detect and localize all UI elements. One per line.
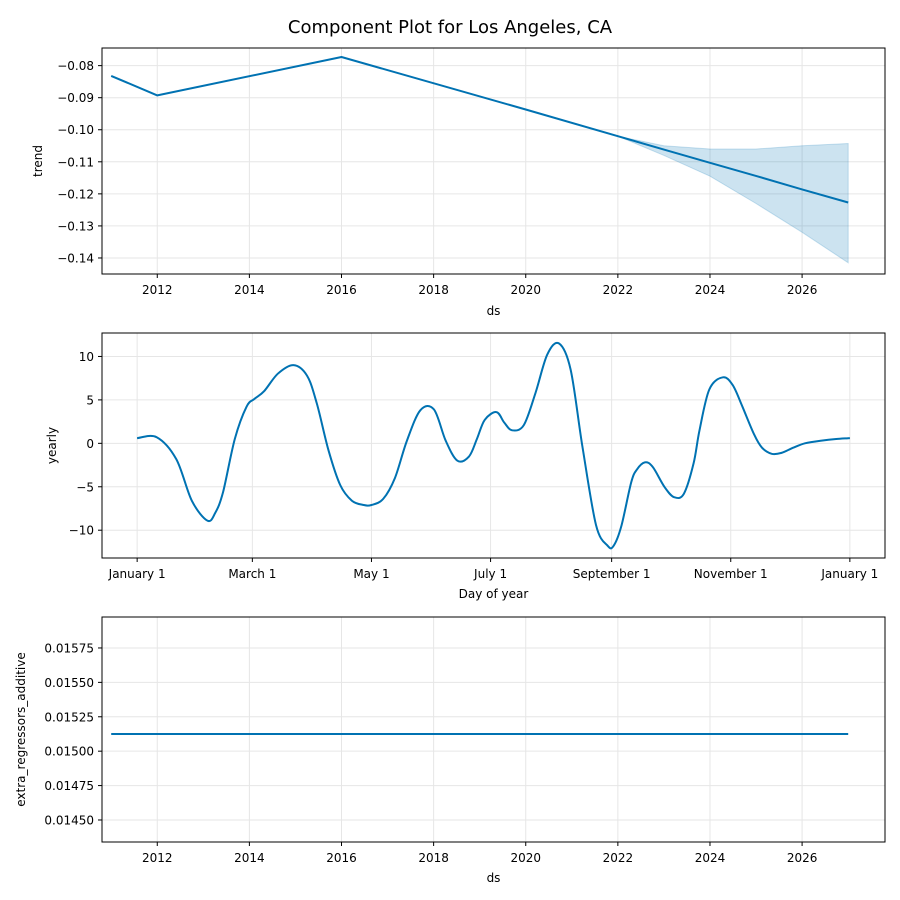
y-tick-label: 0.01525 xyxy=(44,710,94,724)
x-axis-label: ds xyxy=(487,304,501,318)
x-tick-label: January 1 xyxy=(820,567,878,581)
yearly-line xyxy=(136,341,850,550)
x-tick-label: March 1 xyxy=(228,567,276,581)
y-axis-label: yearly xyxy=(45,427,59,464)
panel-yearly: January 1 March 1 May 1 July 1 September 1 No… xyxy=(45,332,886,601)
y-tick-label: −0.12 xyxy=(57,187,94,201)
x-tick-label: 2026 xyxy=(787,851,818,865)
panel-extra_regressors_additive: 2012 2014 2016 2018 2020 2022 2024 2026 0.01575 0… xyxy=(14,616,886,885)
x-tick-label: 2018 xyxy=(418,283,449,297)
axes-frame xyxy=(101,47,886,275)
x-tick-label: 2014 xyxy=(234,283,265,297)
x-tick-label: September 1 xyxy=(573,567,651,581)
axes-frame xyxy=(101,332,886,559)
x-axis-label: ds xyxy=(487,871,501,885)
y-tick-label: −5 xyxy=(76,480,94,494)
panels: 2012 2014 2016 2018 2020 2022 2024 2026 −0.08 −0.… xyxy=(14,47,886,885)
trend-line xyxy=(110,56,849,204)
y-tick-label: −0.10 xyxy=(57,123,94,137)
y-tick-label: 0.01550 xyxy=(44,676,94,690)
x-tick-label: 2012 xyxy=(142,283,173,297)
x-tick-label: 2026 xyxy=(787,283,818,297)
y-tick-label: 0.01475 xyxy=(44,779,94,793)
y-tick-label: 10 xyxy=(79,350,94,364)
y-tick-label: 0 xyxy=(86,437,94,451)
x-tick-label: 2024 xyxy=(695,283,726,297)
x-tick-label: July 1 xyxy=(473,567,507,581)
y-axis-label: extra_regressors_additive xyxy=(14,652,28,806)
x-tick-label: 2024 xyxy=(695,851,726,865)
x-tick-label: 2020 xyxy=(510,851,541,865)
x-tick-label: November 1 xyxy=(694,567,768,581)
x-tick-label: May 1 xyxy=(353,567,389,581)
uncertainty-band xyxy=(111,56,849,264)
figure-title: Component Plot for Los Angeles, CA xyxy=(288,17,613,38)
x-tick-label: 2014 xyxy=(234,851,265,865)
y-tick-label: −0.13 xyxy=(57,219,94,233)
y-axis-label: trend xyxy=(31,145,45,177)
y-tick-label: −0.14 xyxy=(57,251,94,265)
x-tick-label: 2012 xyxy=(142,851,173,865)
y-tick-label: −0.11 xyxy=(57,155,94,169)
panel-trend: 2012 2014 2016 2018 2020 2022 2024 2026 −0.08 −0.… xyxy=(31,47,886,318)
x-tick-label: 2022 xyxy=(603,283,634,297)
y-tick-label: 0.01575 xyxy=(44,641,94,655)
x-tick-label: 2016 xyxy=(326,283,357,297)
x-tick-label: 2022 xyxy=(603,851,634,865)
x-tick-label: 2018 xyxy=(418,851,449,865)
y-tick-label: −0.09 xyxy=(57,91,94,105)
y-tick-label: 0.01500 xyxy=(44,745,94,759)
y-tick-label: 0.01450 xyxy=(44,813,94,827)
x-tick-label: January 1 xyxy=(108,567,166,581)
axes-frame xyxy=(101,616,886,843)
y-tick-label: 5 xyxy=(86,393,94,407)
x-axis-label: Day of year xyxy=(459,587,529,601)
x-tick-label: 2020 xyxy=(510,283,541,297)
x-tick-label: 2016 xyxy=(326,851,357,865)
y-tick-label: −10 xyxy=(69,524,94,538)
y-tick-label: −0.08 xyxy=(57,59,94,73)
